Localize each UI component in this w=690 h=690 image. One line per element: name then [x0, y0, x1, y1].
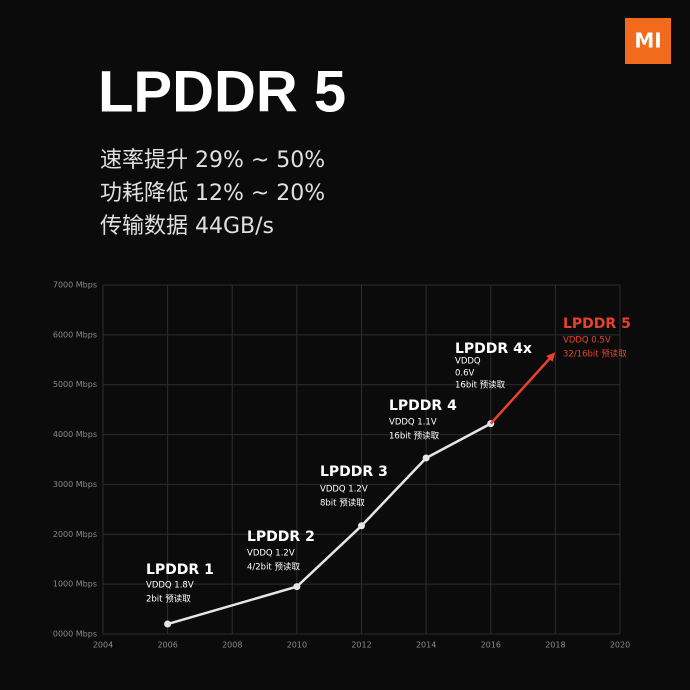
- y-tick-label: 4000 Mbps: [53, 430, 97, 439]
- annotation-line: VDDQ 1.2V: [320, 485, 368, 495]
- x-tick-label: 2018: [545, 641, 565, 650]
- annotation-title: LPDDR 3: [320, 464, 388, 480]
- logo: MI: [634, 29, 661, 53]
- y-tick-label: 3000 Mbps: [53, 480, 97, 489]
- annotation-title: LPDDR 2: [247, 529, 315, 545]
- y-tick-label: 5000 Mbps: [53, 380, 97, 389]
- y-tick-label: 1000 Mbps: [53, 580, 97, 589]
- x-tick-label: 2004: [93, 641, 113, 650]
- annotation-line: VDDQ 1.2V: [247, 549, 295, 559]
- x-tick-label: 2020: [610, 641, 630, 650]
- y-tick-label: 7000 Mbps: [53, 281, 97, 290]
- annotation-line: 0.6V: [455, 369, 475, 379]
- annotation-line: VDDQ 1.8V: [146, 581, 194, 591]
- annotation-line: 16bit 预读取: [455, 380, 506, 391]
- point: [358, 522, 365, 530]
- arrow-head: [546, 352, 556, 362]
- bullet: 速率提升 29% ~ 50%: [100, 148, 325, 173]
- point: [164, 620, 172, 628]
- y-tick-label: 0000 Mbps: [53, 630, 97, 639]
- annotation-line: 4/2bit 预读取: [247, 562, 300, 573]
- annotation-title: LPDDR 5: [563, 316, 631, 332]
- y-tick-label: 2000 Mbps: [53, 530, 97, 539]
- point: [422, 454, 430, 462]
- x-tick-label: 2008: [222, 641, 242, 650]
- y-tick-label: 6000 Mbps: [53, 330, 97, 339]
- annotation-title: LPDDR 1: [146, 562, 214, 578]
- annotation-line: VDDQ 1.1V: [389, 418, 437, 428]
- title: LPDDR 5: [98, 59, 346, 124]
- annotation-line: 2bit 预读取: [146, 594, 191, 605]
- annotation-title: LPDDR 4x: [455, 341, 532, 357]
- x-tick-label: 2014: [416, 641, 436, 650]
- annotation-line: 16bit 预读取: [389, 431, 440, 442]
- x-tick-label: 2006: [157, 641, 177, 650]
- annotation-line: 8bit 预读取: [320, 498, 365, 509]
- bullet: 传输数据 44GB/s: [100, 214, 274, 239]
- logo-box: [625, 18, 671, 64]
- bullet: 功耗降低 12% ~ 20%: [100, 181, 325, 206]
- x-tick-label: 2010: [287, 641, 307, 650]
- annotation-line: VDDQ 0.5V: [563, 336, 611, 346]
- annotation-line: VDDQ: [455, 357, 481, 367]
- point: [293, 583, 301, 591]
- annotation-title: LPDDR 4: [389, 398, 457, 414]
- annotation-line: 32/16bit 预读取: [563, 349, 627, 360]
- arrow-line: [489, 355, 553, 425]
- x-tick-label: 2016: [481, 641, 501, 650]
- x-tick-label: 2012: [351, 641, 371, 650]
